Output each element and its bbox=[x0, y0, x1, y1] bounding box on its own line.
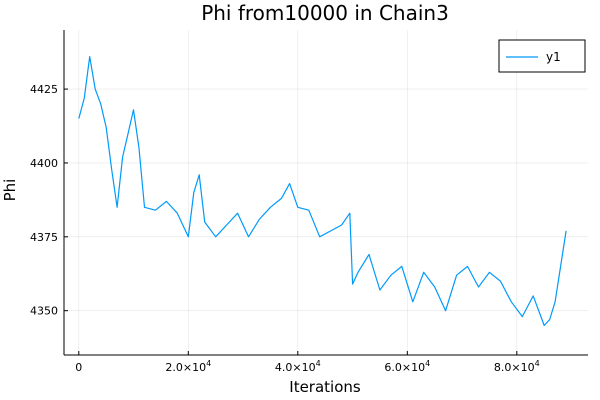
legend-box bbox=[498, 39, 586, 73]
y-tick-label: 4350 bbox=[30, 305, 58, 318]
x-tick-label: 8.0×104 bbox=[494, 359, 540, 374]
series-layer bbox=[78, 55, 567, 327]
y-tick-label: 4400 bbox=[30, 157, 58, 170]
chart-title: Phi from10000 in Chain3 bbox=[201, 1, 449, 25]
x-tick-label: 6.0×104 bbox=[384, 359, 430, 374]
x-axis-label: Iterations bbox=[289, 378, 361, 396]
y-axis-label: Phi bbox=[1, 179, 19, 202]
tick-labels: 0 2.0×104 4.0×104 6.0×104 8.0×104 4350 4375 440… bbox=[30, 83, 540, 374]
series-line-y1 bbox=[78, 55, 567, 327]
x-tick-label: 2.0×104 bbox=[165, 359, 211, 374]
y-tick-label: 4425 bbox=[30, 83, 58, 96]
legend-label: y1 bbox=[546, 50, 561, 64]
axes bbox=[63, 30, 588, 356]
x-tick-label: 4.0×104 bbox=[275, 359, 321, 374]
legend: y1 bbox=[498, 39, 586, 73]
grid bbox=[64, 30, 588, 355]
x-tick-label: 0 bbox=[75, 361, 82, 374]
y-tick-label: 4375 bbox=[30, 231, 58, 244]
